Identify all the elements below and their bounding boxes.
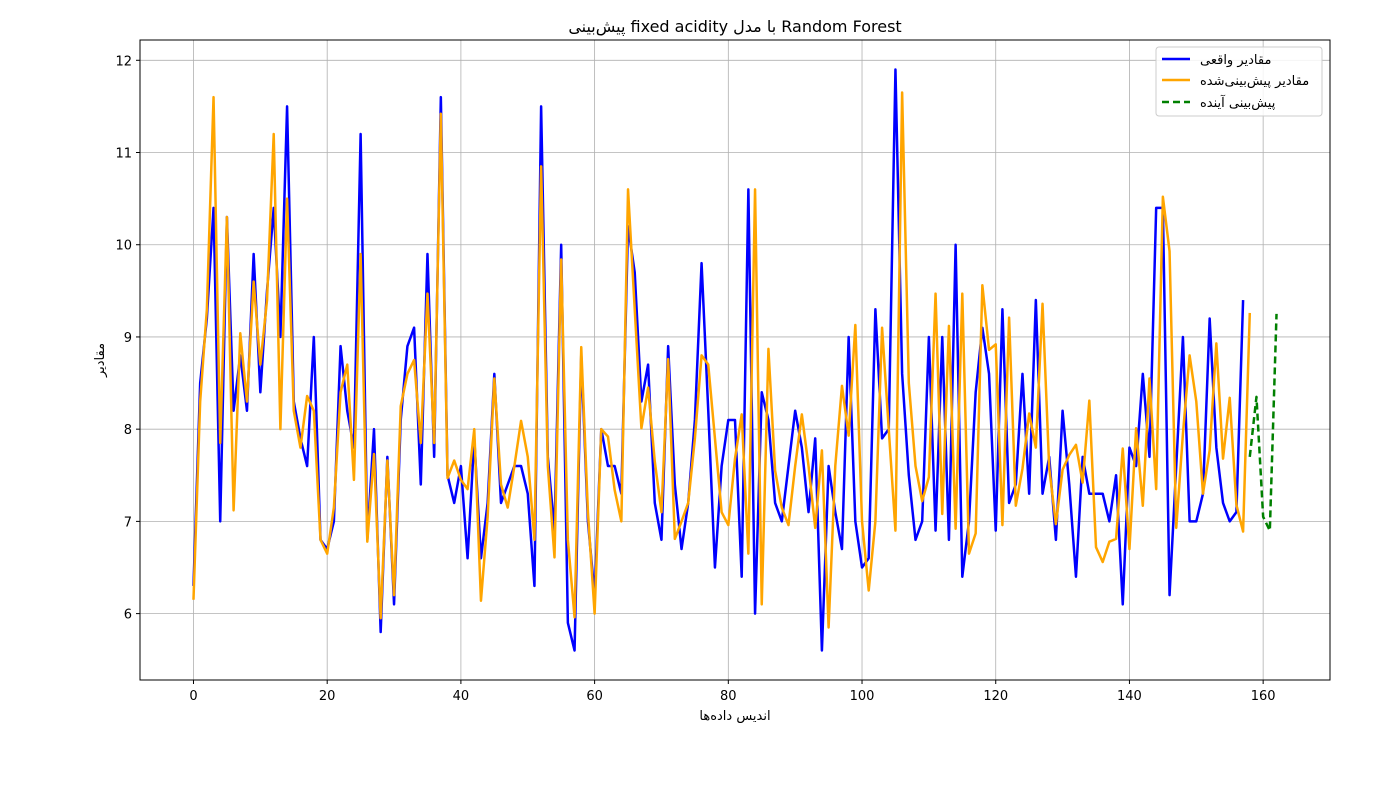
legend-label-forecast: پیش‌بینی آینده [1200, 94, 1276, 111]
chart-title: پیش‌بینی fixed acidity با مدل Random For… [568, 17, 901, 37]
y-tick-label: 11 [115, 147, 132, 162]
y-axis-ticks: 6 7 8 9 10 11 12 [115, 54, 140, 623]
plot-area-frame [139, 39, 1331, 681]
y-tick-label: 12 [115, 54, 132, 69]
series-layer [192, 68, 1278, 652]
x-tick-label: 60 [586, 689, 603, 704]
legend-label-predicted: مقادیر پیش‌بینی‌شده [1200, 74, 1309, 89]
y-axis-label: مقادیر [93, 343, 108, 378]
y-tick-label: 6 [124, 608, 132, 623]
y-tick-label: 8 [124, 423, 132, 438]
x-tick-label: 160 [1251, 689, 1276, 704]
x-tick-label: 20 [319, 689, 336, 704]
y-tick-label: 10 [115, 239, 132, 254]
x-tick-label: 100 [850, 689, 875, 704]
x-tick-label: 0 [189, 689, 197, 704]
legend-entry-forecast: پیش‌بینی آینده [1162, 94, 1276, 111]
legend-entry-actual: مقادیر واقعی [1162, 53, 1271, 68]
x-tick-label: 80 [720, 689, 737, 704]
series-line-forecast [1248, 313, 1278, 532]
x-tick-label: 120 [983, 689, 1008, 704]
y-tick-label: 7 [124, 515, 132, 530]
legend-entry-predicted: مقادیر پیش‌بینی‌شده [1162, 74, 1309, 89]
legend: مقادیر واقعی مقادیر پیش‌بینی‌شده پیش‌بین… [1155, 46, 1323, 117]
y-tick-label: 9 [124, 331, 132, 346]
x-axis-label: اندیس داده‌ها [699, 709, 770, 724]
legend-box [1155, 46, 1323, 117]
series-line-predicted [192, 91, 1252, 629]
x-tick-label: 40 [453, 689, 470, 704]
x-axis-ticks: 0 20 40 60 80 100 120 140 160 [189, 680, 1276, 704]
legend-label-actual: مقادیر واقعی [1200, 53, 1271, 68]
x-tick-label: 140 [1117, 689, 1142, 704]
